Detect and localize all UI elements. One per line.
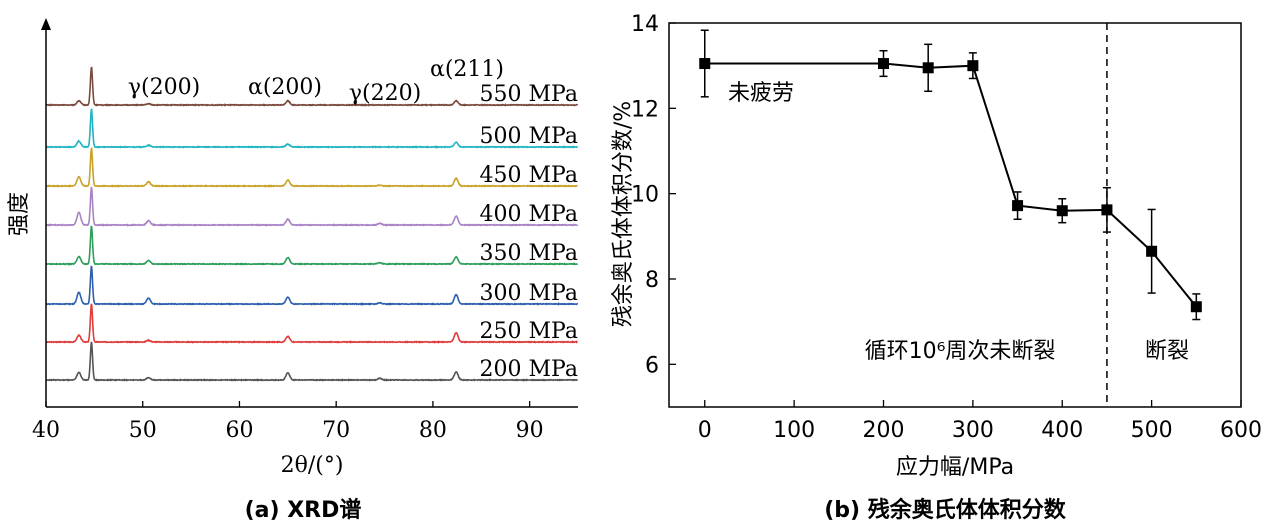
xrd-series-label: 250 MPa [480, 319, 578, 344]
austenite-y-tick-label: 8 [645, 268, 659, 293]
austenite-y-tick-label: 6 [645, 353, 659, 378]
austenite-y-tick-label: 10 [631, 183, 659, 208]
xrd-series-label: 200 MPa [480, 357, 578, 382]
data-point-marker [699, 58, 711, 70]
austenite-x-tick-label: 200 [863, 418, 905, 443]
xrd-series-line [45, 303, 578, 344]
xrd-series-line [45, 265, 579, 306]
xrd-y-axis-arrow [41, 18, 51, 30]
xrd-axes: 40 50 60 70 80 90 [32, 18, 578, 443]
austenite-y-tick-label: 12 [631, 97, 659, 122]
xrd-peak-label: α(200) [248, 75, 322, 100]
austenite-x-tick-label: 300 [952, 418, 994, 443]
xrd-x-tick-label: 50 [129, 418, 157, 443]
xrd-x-axis-label: 2θ/(°) [281, 453, 344, 478]
data-point-marker [878, 58, 889, 70]
xrd-series-line [45, 108, 578, 149]
annotation-fracture: 断裂 [1145, 339, 1189, 364]
xrd-series-line [45, 225, 579, 266]
data-point-marker [967, 60, 979, 72]
data-point-marker [1101, 204, 1113, 216]
xrd-peak-label: α(211) [430, 57, 504, 82]
data-point-marker [1190, 301, 1202, 313]
xrd-y-axis-label: 强度 [7, 192, 32, 236]
austenite-x-tick-label: 100 [773, 418, 815, 443]
xrd-peak-label: γ(200) [128, 75, 200, 100]
austenite-y-axis-label: 残余奥氏体体积分数/% [611, 101, 636, 327]
data-point-marker [1146, 245, 1158, 257]
xrd-series-label: 450 MPa [480, 163, 578, 188]
xrd-caption: (a) XRD谱 [245, 497, 362, 523]
xrd-plot-area [45, 66, 579, 382]
austenite-caption: (b) 残余奥氏体体积分数 [824, 497, 1067, 523]
xrd-series-label: 300 MPa [480, 281, 578, 306]
xrd-peak-labels: γ(200) α(200) γ(220) α(211) [128, 57, 504, 106]
xrd-x-tick-label: 90 [516, 418, 544, 443]
xrd-series-line [45, 146, 578, 188]
xrd-series-label: 500 MPa [480, 124, 578, 149]
xrd-x-tick-label: 40 [32, 418, 60, 443]
data-point-marker [1012, 200, 1024, 212]
xrd-series-label: 400 MPa [480, 202, 578, 227]
xrd-series-label: 550 MPa [480, 82, 578, 107]
xrd-chart: 40 50 60 70 80 90 γ(200) α(200) γ(220) α(211) 55… [7, 18, 579, 523]
xrd-series-label: 350 MPa [480, 241, 578, 266]
xrd-x-tick-label: 80 [419, 418, 447, 443]
xrd-x-tick-label: 60 [225, 418, 253, 443]
xrd-x-tick-label: 70 [322, 418, 350, 443]
austenite-x-axis-label: 应力幅/MPa [896, 455, 1014, 480]
austenite-plot-frame [668, 22, 1242, 408]
annotation-unfatigued: 未疲劳 [728, 81, 794, 106]
xrd-series-line [45, 341, 578, 382]
xrd-series-line [45, 66, 579, 107]
austenite-x-tick-label: 500 [1131, 418, 1173, 443]
austenite-x-tick-label: 0 [698, 418, 712, 443]
data-point-marker [1056, 205, 1068, 217]
austenite-axes: 0 100 200 300 400 500 600 6 8 10 12 14 [631, 12, 1262, 443]
austenite-x-tick-label: 400 [1041, 418, 1083, 443]
xrd-series-labels: 550 MPa 500 MPa 450 MPa 400 MPa 350 MPa 300 M… [480, 82, 578, 382]
data-point-marker [922, 62, 934, 74]
xrd-series-line [45, 186, 579, 227]
xrd-peak-label: γ(220) [349, 81, 421, 106]
austenite-y-tick-label: 14 [631, 12, 659, 37]
austenite-plot-area [699, 23, 1202, 407]
annotation-no-fracture: 循环10⁶周次未断裂 [865, 339, 1056, 364]
austenite-x-tick-label: 600 [1220, 418, 1262, 443]
